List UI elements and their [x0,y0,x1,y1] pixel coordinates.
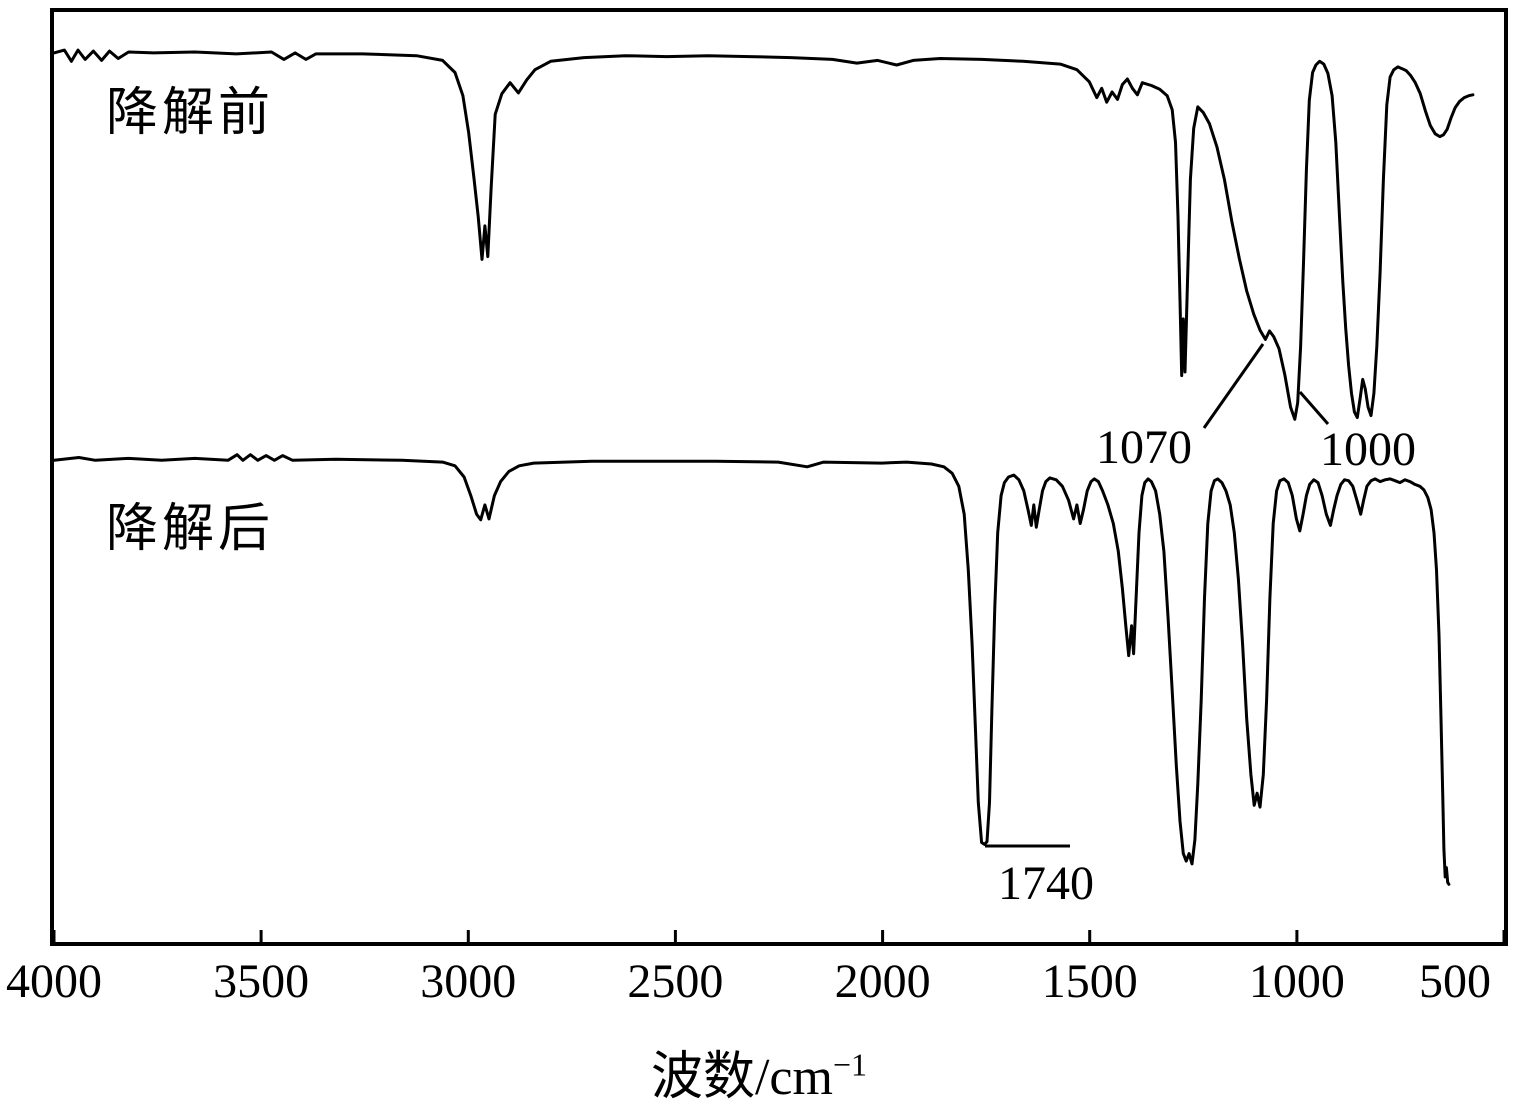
x-tick-label-3000: 3000 [420,955,517,1008]
annotation-leader-1000 [1298,391,1330,425]
annotation-label-1070: 1070 [1096,421,1192,474]
x-tick-label-500: 500 [1419,955,1491,1008]
spectrum-curve-before [54,48,1475,421]
x-tick-label-2000: 2000 [834,955,931,1008]
x-axis-title: 波数/cm−1 [0,1034,1518,1109]
x-tick-label-1000: 1000 [1248,955,1345,1008]
x-tick-label-1500: 1500 [1041,955,1138,1008]
series-label-after-degradation: 降解后 [106,501,275,558]
x-axis-title-exponent: −1 [832,1046,868,1083]
x-tick-label-4000: 4000 [6,955,102,1008]
annotation-label-1740: 1740 [998,857,1094,910]
spectra-svg [54,48,1504,942]
annotation-label-1000: 1000 [1320,423,1416,476]
series-label-before-degradation: 降解前 [106,85,275,142]
annotation-leader-1070 [1202,343,1265,429]
x-tick-label-2500: 2500 [627,955,724,1008]
x-axis-title-text: 波数/cm [650,1049,833,1106]
plot-frame [50,8,1508,946]
x-tick-label-3500: 3500 [213,955,310,1008]
spectrum-curve-after [54,453,1451,886]
